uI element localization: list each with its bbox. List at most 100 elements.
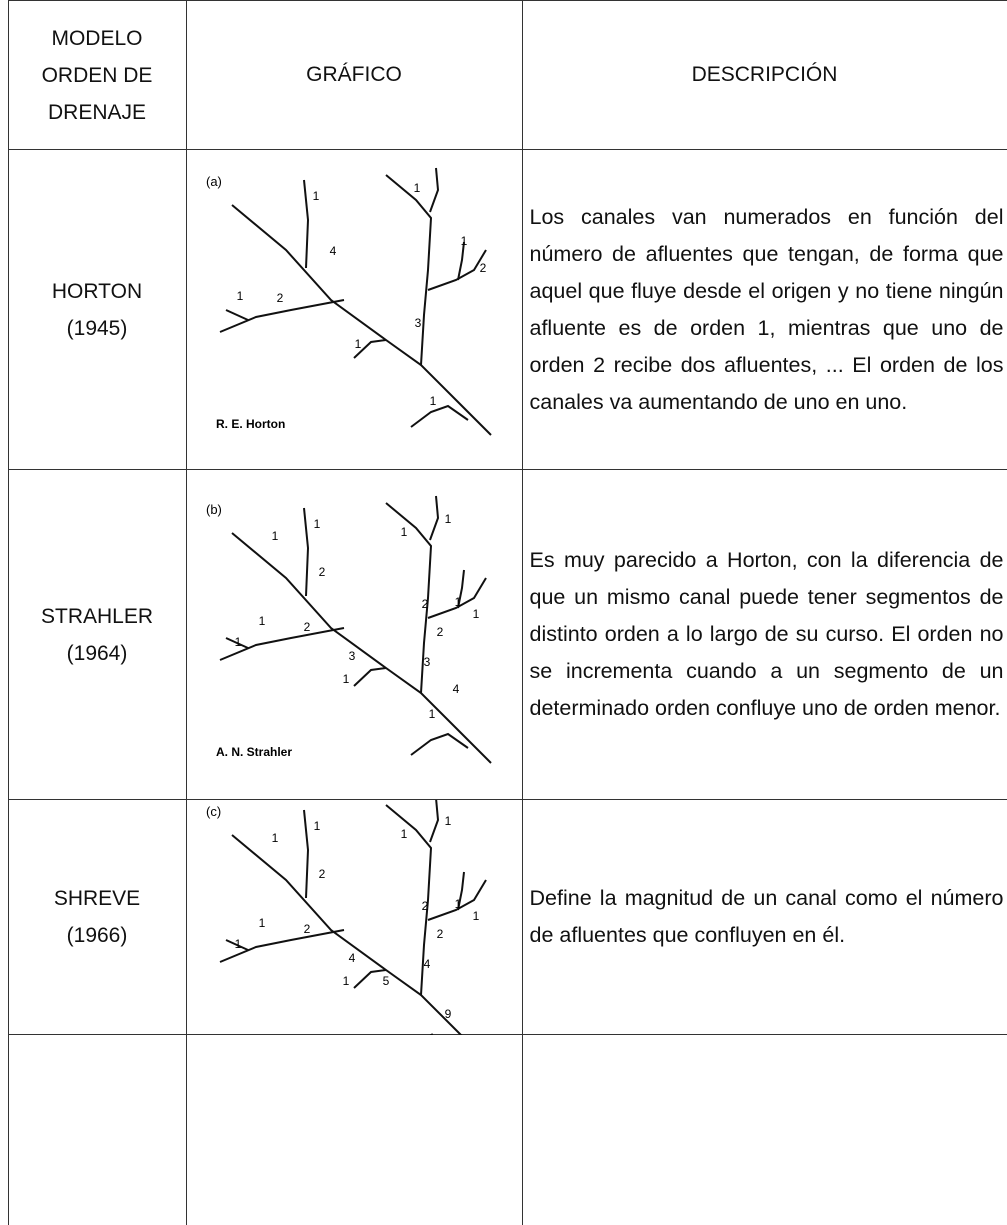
model-year: (1945): [66, 316, 128, 340]
description-text: Los canales van numerados en función del…: [529, 204, 1004, 414]
stream-segment: [225, 939, 249, 951]
order-label: 1: [455, 595, 462, 609]
order-label: 9: [445, 1007, 452, 1021]
stream-segment: [353, 969, 387, 989]
stream-segment: [457, 871, 465, 911]
figure-tag: (a): [206, 174, 222, 189]
table-row: SHREVE(1966)(c)R. L. Shreve1121214111211…: [8, 797, 1007, 1066]
stream-segment: [219, 929, 345, 963]
stream-segment: [457, 241, 465, 281]
figure-author: A. N. Strahler: [216, 745, 292, 759]
order-label: 2: [480, 261, 487, 275]
stream-segment: [303, 179, 310, 269]
table-row: STRAHLER (1964) (b) A. N. Strahler 1 1 2 1 2 1 3 1 1…: [8, 470, 1007, 800]
empty-row: [8, 1035, 1007, 1225]
graphic-cell: (b) A. N. Strahler 1 1 2 1 2 1 3 1 1 1 2 1 1 2 3 4 1: [186, 470, 522, 799]
order-label: 2: [304, 620, 311, 634]
order-label: 2: [422, 899, 429, 913]
graphic-cell: (c)R. L. Shreve11212141112112459110: [186, 797, 522, 1066]
header-line: ORDEN DE: [41, 63, 153, 87]
order-label: 2: [304, 922, 311, 936]
order-label: 2: [319, 867, 326, 881]
stream-segment: [303, 809, 310, 899]
header-graphic: GRÁFICO: [306, 63, 402, 86]
model-cell: SHREVE (1966): [8, 800, 186, 1034]
stream-segment: [225, 309, 249, 321]
order-label: 4: [330, 244, 337, 258]
order-label: 1: [455, 897, 462, 911]
order-label: 1: [445, 512, 452, 526]
stream-segment: [410, 732, 469, 756]
stream-segment: [427, 577, 487, 619]
description-text: Define la magnitud de un canal como el n…: [529, 886, 1004, 947]
order-label: 1: [473, 607, 480, 621]
model-cell: STRAHLER (1964): [8, 470, 186, 799]
description-text: Es muy parecido a Horton, con la diferen…: [529, 548, 1004, 720]
description-cell: Es muy parecido a Horton, con la diferen…: [522, 470, 1007, 799]
order-label: 4: [349, 951, 356, 965]
order-label: 1: [272, 831, 279, 845]
order-label: 1: [414, 181, 421, 195]
order-label: 4: [424, 957, 431, 971]
stream-segment: [457, 569, 465, 609]
order-label: 1: [429, 707, 436, 721]
stream-segment: [410, 404, 469, 428]
description-cell: Define la magnitud de un canal como el n…: [522, 800, 1007, 1034]
order-label: 1: [461, 234, 468, 248]
header-line: MODELO: [51, 26, 143, 50]
stream-segment: [225, 637, 249, 649]
column-border: [522, 470, 523, 799]
stream-segment: [385, 502, 433, 694]
stream-segment: [429, 495, 440, 541]
order-label: 1: [235, 937, 242, 951]
order-label: 3: [349, 649, 356, 663]
network-lines: [219, 495, 492, 764]
column-border: [8, 800, 9, 1034]
network-lines: [219, 167, 492, 436]
order-label: 1: [314, 819, 321, 833]
stream-segment: [353, 339, 387, 359]
model-name: HORTON: [51, 279, 143, 303]
column-border: [8, 1035, 9, 1225]
order-label: 2: [277, 291, 284, 305]
stream-segment: [429, 797, 440, 843]
order-label: 1: [272, 529, 279, 543]
header-row: MODELO ORDEN DE DRENAJE GRÁFICO DESCRIPC…: [8, 0, 1007, 150]
table-row: HORTON (1945) (a) R. E. Horton 1 4 1 2 1 1 2 3 1 1 Los…: [8, 150, 1007, 470]
stream-segment: [231, 834, 492, 1066]
order-label: 3: [415, 316, 422, 330]
column-border: [186, 1035, 187, 1225]
order-label: 1: [445, 814, 452, 828]
order-label: 4: [453, 682, 460, 696]
stream-segment: [303, 507, 310, 597]
order-label: 2: [437, 625, 444, 639]
order-label: 5: [383, 974, 390, 988]
model-year: (1966): [66, 924, 128, 947]
model-cell: HORTON (1945): [8, 150, 186, 469]
model-year: (1964): [66, 641, 128, 665]
header-description: DESCRIPCIÓN: [691, 63, 838, 86]
order-label: 1: [343, 672, 350, 686]
stream-segment: [231, 532, 492, 764]
model-name: STRAHLER: [40, 604, 154, 628]
figure-author: R. E. Horton: [216, 417, 285, 431]
order-label: 1: [235, 635, 242, 649]
column-border: [522, 1035, 523, 1225]
header-line: DRENAJE: [47, 100, 147, 124]
order-label: 1: [259, 916, 266, 930]
order-label: 2: [319, 565, 326, 579]
figure-tag: (b): [206, 502, 222, 517]
order-label: 1: [355, 337, 362, 351]
network-lines: [219, 797, 492, 1066]
column-border: [186, 150, 187, 469]
order-label: 3: [424, 655, 431, 669]
drainage-diagram: (c)R. L. Shreve11212141112112459110: [206, 797, 492, 1066]
graphic-cell: (a) R. E. Horton 1 4 1 2 1 1 2 3 1 1: [186, 150, 522, 469]
stream-segment: [385, 804, 433, 996]
column-border: [186, 800, 187, 1034]
stream-segment: [219, 627, 345, 661]
stream-segment: [231, 204, 492, 436]
order-label: 2: [437, 927, 444, 941]
